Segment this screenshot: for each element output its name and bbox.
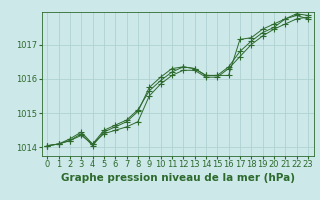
X-axis label: Graphe pression niveau de la mer (hPa): Graphe pression niveau de la mer (hPa)	[60, 173, 295, 183]
